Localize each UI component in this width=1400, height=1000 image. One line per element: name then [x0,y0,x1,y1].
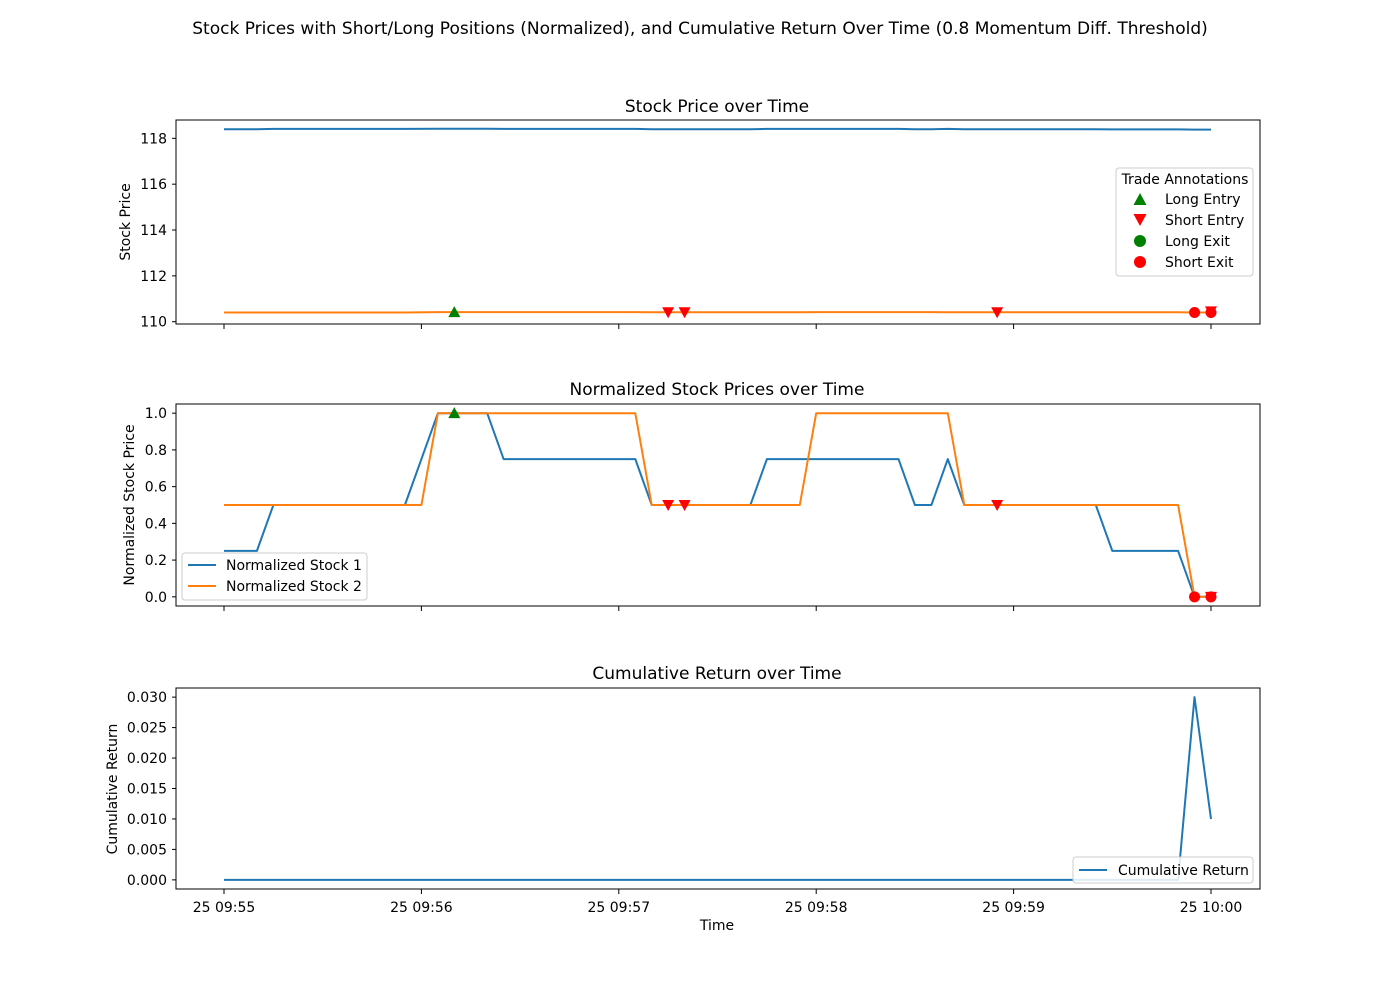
trade-legend-title: Trade Annotations [1121,172,1249,188]
normalized-legend-label-stock1: Normalized Stock 1 [226,558,362,574]
x-tick-label: 25 09:58 [785,900,848,916]
short-exit-marker [1189,591,1201,603]
panel-normalized-ytick-label: 1.0 [145,406,167,422]
x-tick-label: 25 09:57 [587,900,650,916]
short-entry-marker [991,307,1004,319]
x-tick-label: 25 09:55 [193,900,256,916]
panel-cumulative-return-ytick-label: 0.010 [127,812,167,828]
normalized-legend-box [181,552,368,601]
panel-cumulative-return-yticks: 0.000 0.005 0.010 0.015 0.020 0.025 0.030 [127,690,176,889]
panel-cumulative-return-ytick-label: 0.000 [127,873,167,889]
panel-normalized-series-2-line [224,412,1211,598]
short-entry-marker [678,500,691,511]
panel-normalized-ytick-label: 0.4 [145,516,167,532]
panel-normalized-title: Normalized Stock Prices over Time [570,380,865,400]
long-exit-marker-icon [1134,235,1146,247]
trade-legend-label-short-entry: Short Entry [1165,213,1244,229]
normalized-legend-label-stock2: Normalized Stock 2 [226,579,362,595]
panel-cumulative-return-ytick-label: 0.005 [127,842,167,858]
panel-stock-price-title: Stock Price over Time [625,97,809,117]
short-entry-marker-icon [1133,214,1147,226]
panel-normalized-frame [175,403,1261,607]
panel-cumulative-return-plot [224,696,1212,881]
trade-legend-label-long-entry: Long Entry [1165,192,1241,208]
panel-stock-price: Stock Price over Time Stock Price 110 112… [118,97,1261,331]
trade-annotations-legend: Trade Annotations Long Entry Short Entry… [1115,167,1254,277]
panel-normalized-ytick-label: 0.2 [145,553,167,569]
panel-normalized-ytick-label: 0.6 [145,480,167,496]
x-tick-label: 25 09:56 [390,900,453,916]
panel-stock-price-ylabel: Stock Price [118,183,134,260]
figure-suptitle: Stock Prices with Short/Long Positions (… [192,19,1208,39]
trade-legend-label-short-exit: Short Exit [1165,255,1234,271]
trade-legend-label-long-exit: Long Exit [1165,234,1230,250]
short-entry-marker [662,500,675,511]
panel-stock-price-plot [224,127,1217,319]
cumulative-return-legend-box [1072,856,1254,884]
normalized-legend: Normalized Stock 1 Normalized Stock 2 [181,552,368,601]
x-axis-label: Time [699,918,734,934]
panel-stock-price-ytick-label: 116 [140,177,167,193]
cumulative-return-legend: Cumulative Return [1072,856,1254,884]
panel-normalized-ylabel: Normalized Stock Price [122,424,138,585]
panel-cumulative-return-ytick-label: 0.030 [127,690,167,706]
panel-stock-price-xticks [223,324,1212,329]
panel-normalized: Normalized Stock Prices over Time Normal… [122,380,1261,611]
short-entry-marker [662,307,675,319]
cumulative-return-legend-label: Cumulative Return [1118,863,1249,879]
long-entry-marker [448,407,461,419]
panel-normalized-xticks [223,606,1212,611]
panel-stock-price-ytick-label: 112 [140,269,167,285]
panel-cumulative-return-xticks: 25 09:55 25 09:56 25 09:57 25 09:58 25 09:59… [193,889,1243,916]
x-tick-label: 25 09:59 [982,900,1045,916]
panel-normalized-series-1-line [224,412,1211,598]
panel-normalized-plot [224,407,1217,603]
panel-cumulative-return-ylabel: Cumulative Return [105,724,121,855]
long-entry-marker-icon [1133,193,1147,205]
short-entry-marker [678,307,691,319]
panel-stock-price-series-1-line [224,127,1211,131]
x-tick-label: 25 10:00 [1180,900,1243,916]
panel-normalized-yticks: 0.0 0.2 0.4 0.6 0.8 1.0 [145,406,176,606]
panel-stock-price-ytick-label: 118 [140,131,167,147]
short-entry-marker [1205,591,1217,603]
panel-stock-price-ytick-label: 110 [140,315,167,331]
panel-cumulative-return-series-1-line [224,696,1212,881]
long-entry-marker [448,306,461,318]
trade-legend-box [1115,167,1254,277]
panel-cumulative-return-ytick-label: 0.025 [127,721,167,737]
panel-stock-price-frame [175,119,1261,325]
panel-cumulative-return-frame [175,687,1261,890]
panel-cumulative-return: Cumulative Return over Time Cumulative R… [105,664,1261,934]
panel-normalized-ytick-label: 0.0 [145,590,167,606]
short-entry-marker [991,500,1004,511]
panel-stock-price-yticks: 110 112 114 116 118 [140,131,176,331]
panel-cumulative-return-ytick-label: 0.020 [127,751,167,767]
panel-normalized-ytick-label: 0.8 [145,443,167,459]
short-exit-marker-icon [1134,256,1146,268]
panel-cumulative-return-ytick-label: 0.015 [127,782,167,798]
short-exit-marker [1189,307,1201,319]
panel-stock-price-ytick-label: 114 [140,223,167,239]
panel-cumulative-return-title: Cumulative Return over Time [592,664,841,684]
short-entry-marker [1205,306,1217,318]
